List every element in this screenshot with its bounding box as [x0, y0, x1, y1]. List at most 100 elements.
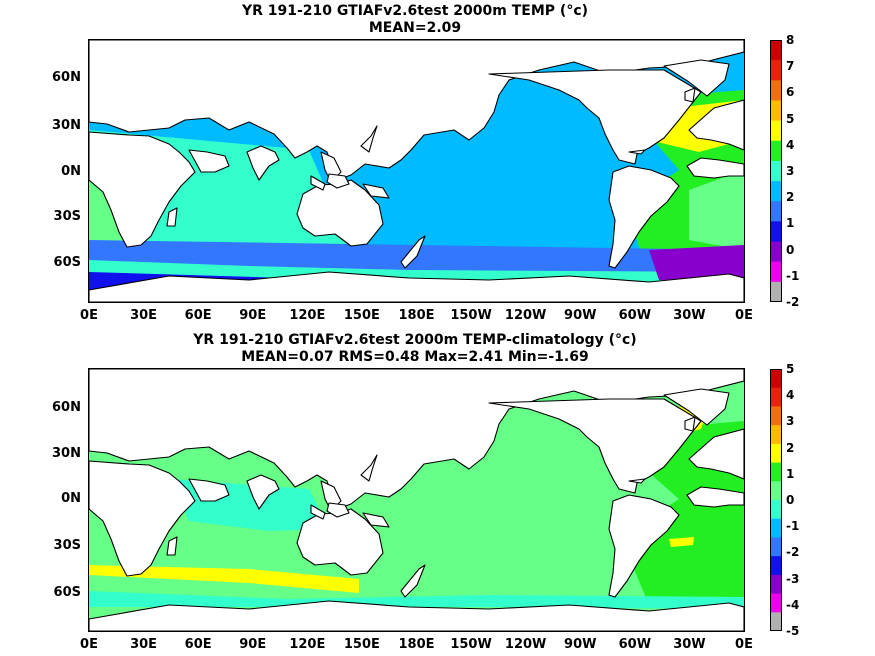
colorbar-swatch: [770, 261, 782, 283]
land-southAmerica: [608, 165, 680, 269]
colorbar-swatch: [770, 80, 782, 101]
south-atlantic-anomaly: [669, 537, 694, 547]
panel1-lon-label: 60W: [618, 308, 652, 323]
panel2-lon-label: 120E: [289, 637, 326, 652]
land-japan: [360, 454, 378, 482]
southern-positive-anomaly: [89, 565, 359, 593]
panel1-stats: MEAN=2.09: [368, 20, 462, 36]
land-borneo: [326, 502, 350, 518]
colorbar-swatch: [770, 518, 782, 538]
panel2-colorbar-label: 2: [786, 440, 795, 455]
panel1-colorbar-label: 3: [786, 164, 795, 178]
panel1-lon-label: 150W: [450, 308, 492, 323]
land-arabia: [188, 149, 230, 173]
panel2-lon-label: 90E: [239, 637, 267, 652]
land-greenland: [663, 59, 730, 97]
panel2-lon-label: 0E: [80, 637, 98, 652]
colorbar-swatch: [770, 369, 782, 389]
panel2-map: [89, 369, 744, 631]
panel2-colorbar-label: 4: [786, 388, 795, 403]
colorbar-swatch: [770, 40, 782, 61]
panel2-lat-label: 0N: [61, 491, 81, 506]
land-sumatra: [310, 504, 326, 520]
colorbar-swatch: [770, 612, 782, 631]
colorbar-swatch: [770, 556, 782, 576]
panel1-colorbar-label: -1: [786, 268, 800, 283]
colorbar-swatch: [770, 443, 782, 464]
land-eurasia: [89, 369, 744, 510]
panel1-lat-label: 60N: [52, 70, 81, 85]
land-antarctica: [89, 600, 744, 631]
panel1-colorbar: [770, 40, 782, 302]
panel2-colorbar-label: 5: [786, 362, 795, 376]
panel2-lat-label: 30S: [53, 538, 81, 553]
land-africa: [89, 460, 196, 577]
panel1-colorbar-label: 8: [786, 33, 795, 47]
panel2-colorbar-label: -3: [786, 571, 800, 586]
panel1-lat-label: 30N: [52, 118, 81, 133]
panel2-lon-label: 120W: [504, 637, 547, 652]
panel1-lon-label: 150E: [343, 308, 380, 323]
panel1-colorbar-label: 0: [786, 242, 795, 257]
panel1-colorbar-label: 2: [786, 190, 795, 205]
panel2-lon-label: 180E: [398, 637, 435, 652]
land-eurasiaRight: [688, 428, 744, 480]
colorbar-outline: [770, 40, 782, 302]
colorbar-swatch: [770, 201, 782, 222]
panel2-stats: MEAN=0.07 RMS=0.48 Max=2.41 Min=-1.69: [241, 349, 589, 365]
panel2-lon-label: 90W: [564, 637, 597, 652]
panel2-lon-label: 60E: [184, 637, 212, 652]
land-newGuinea: [362, 512, 390, 528]
land-eurasia: [89, 40, 744, 181]
colorbar-swatch: [770, 281, 782, 302]
land-madagascar: [166, 207, 178, 227]
colorbar-swatch: [770, 100, 782, 122]
panel1-lon-label: 90W: [564, 308, 597, 323]
colorbar-swatch: [770, 221, 782, 243]
panel1-colorbar-label: 7: [786, 59, 795, 74]
land-antarctica: [89, 271, 744, 302]
panel2-colorbar-label: -4: [786, 597, 800, 612]
panel1-lon-label: 30E: [130, 308, 158, 323]
panel1-lon-label: 120E: [289, 308, 326, 323]
land-nz: [400, 564, 426, 598]
land-cuba: [628, 149, 646, 155]
weddell-region: [649, 245, 744, 280]
land-africaRight: [686, 486, 744, 508]
colorbar-swatch: [770, 181, 782, 202]
panel2-colorbar-label: 0: [786, 493, 795, 507]
land-southAmerica: [608, 494, 680, 598]
panel1-lon-label: 0E: [80, 308, 98, 323]
colorbar-swatch: [770, 537, 782, 557]
colorbar-swatch: [770, 425, 782, 445]
panel2-lon-label: 0E: [735, 637, 753, 652]
colorbar-swatch: [770, 241, 782, 263]
panel1-lat-label: 30S: [53, 209, 81, 224]
panel2-colorbar-label: 3: [786, 414, 795, 429]
panel2-lon-label: 60W: [618, 637, 652, 652]
land-borneo: [326, 173, 350, 189]
panel1-lat-label: 0N: [61, 164, 81, 179]
colorbar-swatch: [770, 140, 782, 162]
colorbar-swatch: [770, 60, 782, 81]
land-uk: [684, 416, 696, 432]
panel1-lon-label: 180E: [398, 308, 435, 323]
land-india: [246, 145, 280, 181]
panel1-lon-label: 90E: [239, 308, 267, 323]
panel2-lat-label: 60S: [53, 585, 81, 600]
land-eurasiaRight: [688, 99, 744, 151]
panel2-lon-label: 150E: [343, 637, 380, 652]
colorbar-swatch: [770, 500, 782, 520]
panel2-colorbar-label: 1: [786, 466, 795, 481]
panel2-lon-label: 30E: [130, 637, 158, 652]
panel1-colorbar-label: 5: [786, 111, 795, 126]
colorbar-swatch: [770, 462, 782, 482]
colorbar-swatch: [770, 120, 782, 142]
panel1-colorbar-label: 6: [786, 85, 795, 100]
land-india: [246, 474, 280, 510]
land-greenland: [663, 388, 730, 426]
panel1-map: [89, 40, 744, 302]
colorbar-swatch: [770, 406, 782, 426]
land-cuba: [628, 478, 646, 484]
panel1-lat-label: 60S: [53, 255, 81, 270]
